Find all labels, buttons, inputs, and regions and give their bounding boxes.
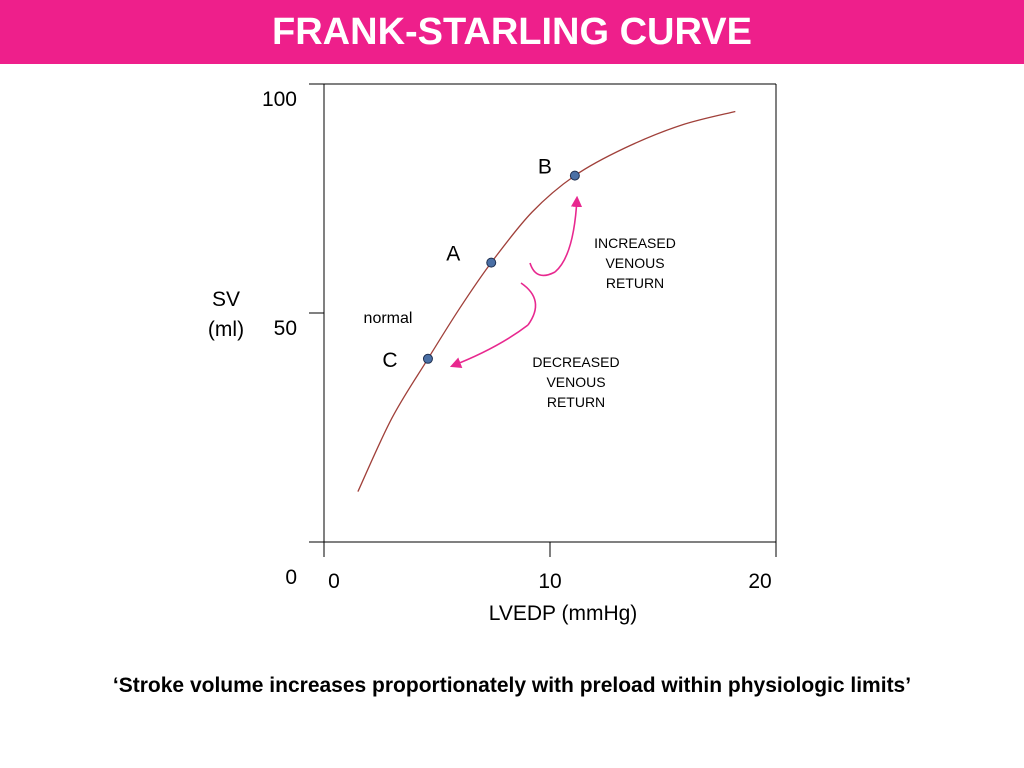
increased-venous-return-arrow	[554, 195, 583, 273]
annotation-decreased-venous-return: VENOUS	[546, 374, 605, 390]
point-label-b: B	[538, 156, 552, 179]
y-tick-label: 100	[262, 88, 297, 111]
y-tick-label: 50	[274, 317, 297, 340]
x-axis-title: LVEDP (mmHg)	[489, 602, 638, 625]
point-label-a: A	[446, 243, 460, 266]
x-tick-label: 10	[538, 570, 561, 593]
annotation-decreased-venous-return: DECREASED	[532, 354, 619, 370]
point-label-c: C	[382, 349, 397, 372]
annotation-decreased-venous-return: RETURN	[547, 394, 605, 410]
annotation-normal: normal	[364, 310, 413, 327]
y-axis-title: (ml)	[208, 318, 244, 341]
increase-arrow-tail	[529, 262, 556, 277]
point-c	[422, 353, 433, 364]
frank-starling-curve	[357, 110, 736, 492]
y-axis-title: SV	[212, 288, 240, 311]
annotation-increased-venous-return: VENOUS	[605, 255, 664, 271]
title-bar	[0, 0, 1024, 64]
x-tick-label: 0	[328, 570, 340, 593]
annotation-increased-venous-return: RETURN	[606, 275, 664, 291]
x-tick-label: 20	[748, 570, 771, 593]
decreased-venous-return-arrow	[449, 324, 529, 368]
caption: ‘Stroke volume increases proportionately…	[112, 674, 912, 697]
y-tick-label: 0	[285, 566, 297, 589]
point-a	[486, 257, 497, 268]
slide-title: FRANK-STARLING CURVE	[272, 11, 752, 53]
decrease-arrow-tail	[520, 282, 537, 326]
annotation-increased-venous-return: INCREASED	[594, 235, 676, 251]
point-b	[569, 170, 580, 181]
